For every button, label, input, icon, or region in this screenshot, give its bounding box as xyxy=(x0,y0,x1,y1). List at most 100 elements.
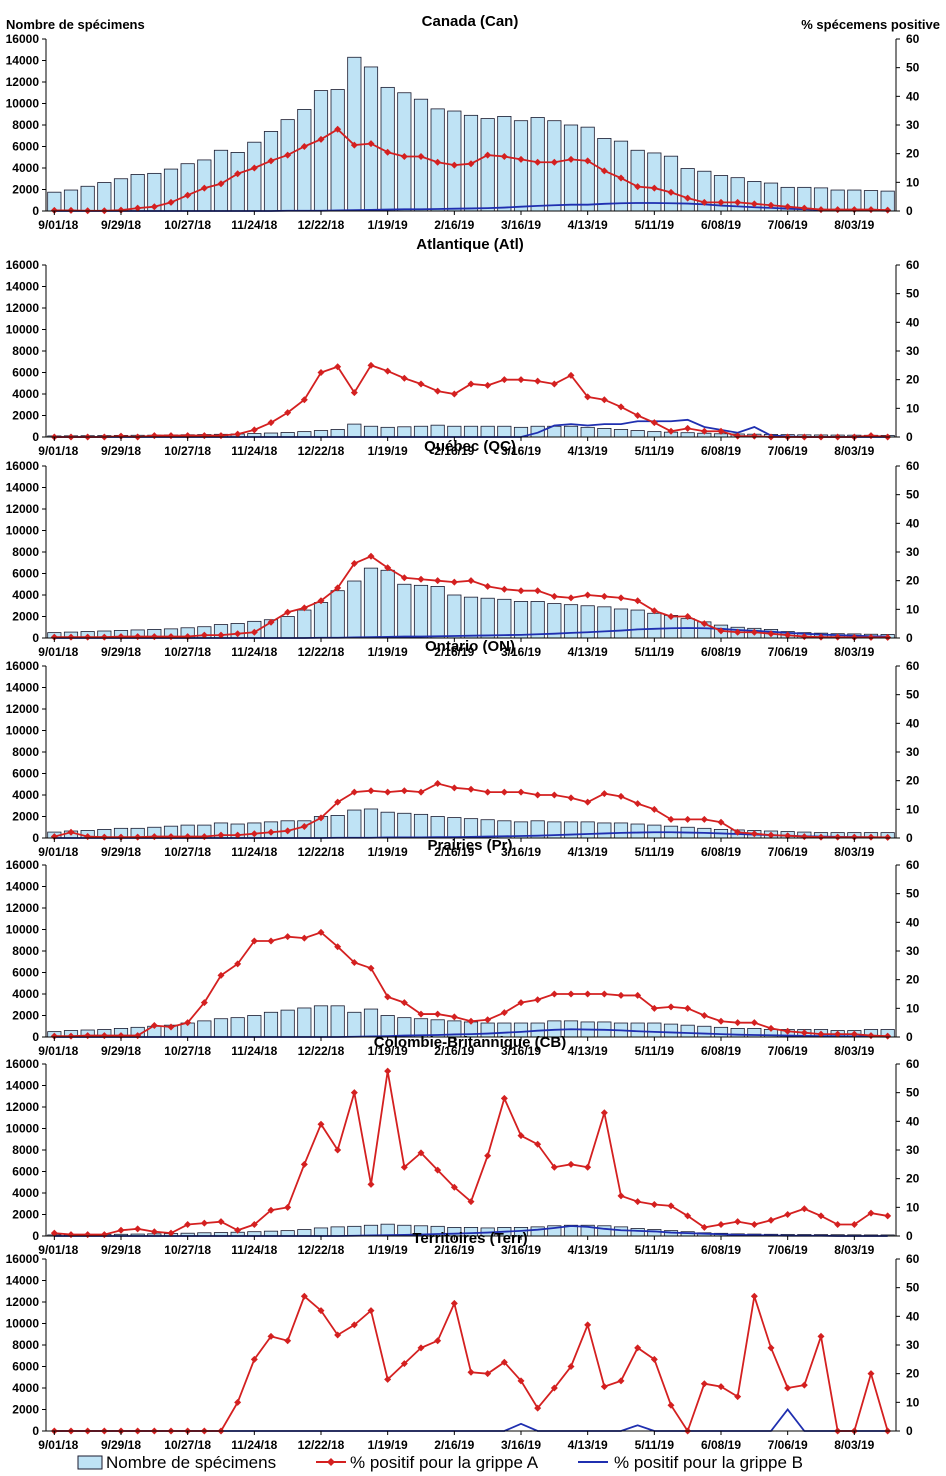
specimen-bar xyxy=(580,821,595,839)
flu-a-point xyxy=(500,585,508,593)
panel-title: Territoires (Terr) xyxy=(412,1230,527,1247)
flu-a-point xyxy=(334,943,342,951)
specimen-bar xyxy=(530,601,545,639)
flu-a-point xyxy=(684,424,692,432)
specimen-bar xyxy=(480,425,495,438)
specimen-bar xyxy=(113,178,129,212)
x-tick-label: 10/27/18 xyxy=(164,1243,211,1257)
flu-a-point xyxy=(400,1163,408,1171)
flu-a-point xyxy=(317,597,325,605)
flu-a-point xyxy=(484,788,492,796)
specimen-bar xyxy=(313,90,329,212)
x-tick-label: 2/16/19 xyxy=(434,645,474,659)
flu-a-point xyxy=(384,993,392,1001)
flu-a-point xyxy=(584,990,592,998)
x-tick-label: 8/03/19 xyxy=(834,218,874,232)
left-tick-label: 2000 xyxy=(12,1009,39,1023)
chart-panels: Canada (Can)0200040006000800010000120001… xyxy=(6,13,920,1452)
x-tick-label: 5/11/19 xyxy=(635,845,675,859)
flu-a-point xyxy=(317,814,325,822)
right-tick-label: 20 xyxy=(906,774,920,788)
flu-a-point xyxy=(617,1192,625,1200)
left-tick-label: 4000 xyxy=(12,161,39,175)
x-tick-label: 1/19/19 xyxy=(368,1044,408,1058)
panel-2: Québec (QC) 0 2000 4000 6000 8000 10000 12000 14… xyxy=(6,438,920,659)
flu-a-point xyxy=(467,577,475,585)
flu-a-point xyxy=(684,815,692,823)
x-tick-label: 8/03/19 xyxy=(834,1243,874,1257)
flu-a-point xyxy=(100,633,108,641)
flu-a-point xyxy=(534,158,542,166)
flu-a-point xyxy=(534,1140,542,1148)
right-tick-label: 30 xyxy=(906,545,920,559)
left-tick-label: 12000 xyxy=(6,502,40,516)
left-tick-label: 14000 xyxy=(6,681,40,695)
left-tick-label: 14000 xyxy=(6,1079,40,1093)
left-tick-label: 8000 xyxy=(12,745,39,759)
flu-a-point xyxy=(84,633,92,641)
flu-a-point xyxy=(417,1149,425,1157)
right-tick-label: 40 xyxy=(906,315,920,329)
flu-a-point xyxy=(784,832,792,840)
x-tick-label: 7/06/19 xyxy=(768,1243,808,1257)
specimen-bar xyxy=(463,818,479,839)
x-tick-label: 8/03/19 xyxy=(834,1438,874,1452)
right-tick-label: 60 xyxy=(906,258,920,272)
flu-a-point xyxy=(350,788,358,796)
specimen-bar xyxy=(297,1007,312,1038)
flu-a-point xyxy=(284,1203,292,1211)
flu-a-point xyxy=(150,1022,158,1030)
flu-a-point xyxy=(217,1218,225,1226)
flu-a-point xyxy=(867,432,875,440)
flu-a-point xyxy=(184,1019,192,1027)
flu-a-point xyxy=(200,999,208,1007)
flu-a-point xyxy=(584,393,592,401)
flu-a-point xyxy=(884,1212,892,1220)
left-tick-label: 14000 xyxy=(6,481,40,495)
flu-a-point xyxy=(517,999,525,1007)
flu-a-point xyxy=(634,412,642,419)
left-tick-label: 10000 xyxy=(6,1122,40,1136)
flu-a-line xyxy=(54,1071,888,1236)
flu-a-point xyxy=(534,791,542,799)
left-tick-label: 0 xyxy=(32,831,39,845)
right-tick-label: 50 xyxy=(906,488,920,502)
specimen-bar xyxy=(630,149,645,212)
specimen-bar xyxy=(280,119,295,212)
flu-a-point xyxy=(767,201,775,209)
right-tick-label: 0 xyxy=(906,1424,913,1438)
flu-a-point xyxy=(367,140,375,148)
x-tick-label: 8/03/19 xyxy=(834,1044,874,1058)
flu-a-point xyxy=(817,1030,825,1038)
x-tick-label: 6/08/19 xyxy=(701,1438,741,1452)
right-tick-label: 60 xyxy=(906,858,920,872)
x-tick-label: 9/01/18 xyxy=(38,1044,78,1058)
flu-a-point xyxy=(867,833,875,841)
flu-a-point xyxy=(350,1089,358,1097)
specimen-bar xyxy=(513,601,529,639)
flu-a-point xyxy=(534,1404,542,1412)
x-tick-label: 12/22/18 xyxy=(298,218,345,232)
specimen-bar xyxy=(97,182,112,212)
specimen-bar xyxy=(497,116,512,212)
legend: Nombre de spécimens % positif pour la gr… xyxy=(77,1453,803,1472)
right-tick-label: 50 xyxy=(906,688,920,702)
specimen-bar xyxy=(247,1015,262,1038)
right-tick-label: 50 xyxy=(906,887,920,901)
flu-a-point xyxy=(884,1032,892,1040)
flu-a-point xyxy=(884,633,892,641)
flu-a-point xyxy=(617,174,625,182)
specimen-bar xyxy=(197,1020,212,1038)
x-tick-label: 12/22/18 xyxy=(298,1438,345,1452)
flu-a-point xyxy=(200,184,208,192)
flu-a-point xyxy=(134,1225,142,1233)
specimen-bar xyxy=(313,1227,329,1237)
flu-a-point xyxy=(417,575,425,583)
x-tick-label: 11/24/18 xyxy=(231,1438,277,1452)
flu-a-point xyxy=(750,432,758,440)
flu-a-point xyxy=(650,419,658,427)
flu-a-point xyxy=(567,371,575,379)
flu-a-point xyxy=(867,1370,875,1378)
right-tick-label: 40 xyxy=(906,516,920,530)
